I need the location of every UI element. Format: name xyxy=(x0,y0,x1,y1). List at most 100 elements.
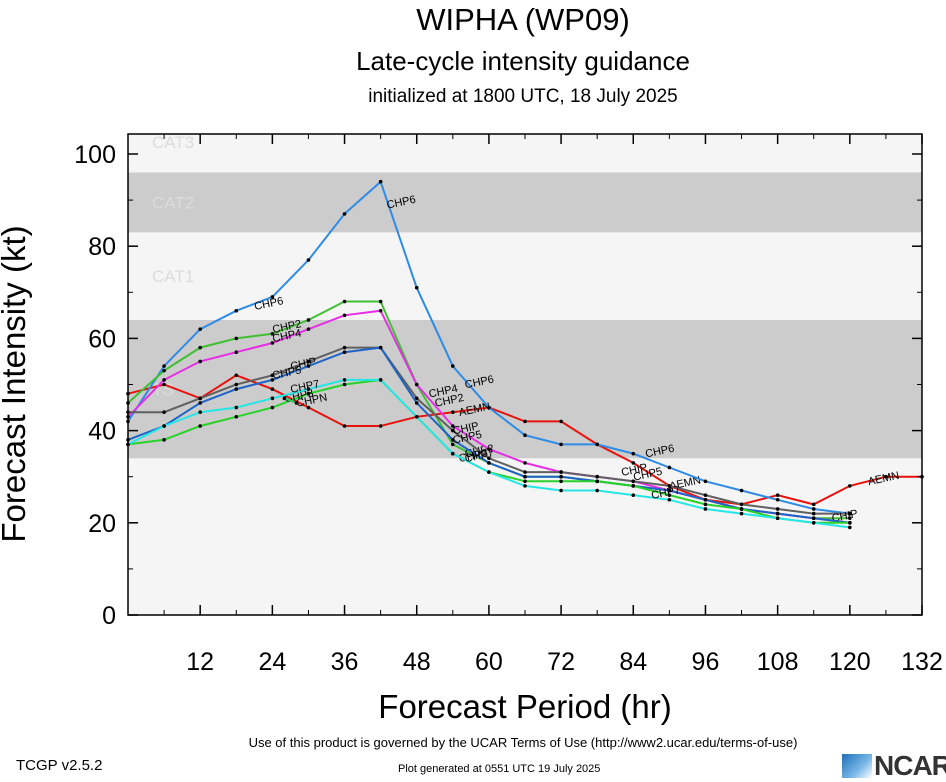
y-tick-label: 40 xyxy=(88,418,116,446)
data-point-aemn xyxy=(234,373,239,378)
data-point-chp6 xyxy=(595,442,599,447)
series-label-chp5: CHP5 xyxy=(271,364,302,382)
data-point-chp4 xyxy=(198,359,202,364)
data-point-chp7 xyxy=(559,488,563,493)
data-point-chip xyxy=(811,511,816,516)
series-label-chp7: CHP7 xyxy=(650,484,681,502)
data-point-chpn xyxy=(282,396,287,401)
terms-of-use[interactable]: Use of this product is governed by the U… xyxy=(248,735,798,750)
data-point-chpn xyxy=(294,401,299,405)
data-point-chp3 xyxy=(270,405,275,410)
version-label: TCGP v2.5.2 xyxy=(16,757,103,774)
data-point-chip xyxy=(198,396,202,401)
x-tick-label: 48 xyxy=(403,648,431,676)
data-point-aemn xyxy=(631,461,636,465)
data-point-chp7 xyxy=(414,414,419,419)
data-point-aemn xyxy=(523,419,527,424)
band-label-cat2: CAT2 xyxy=(152,193,194,212)
data-point-chp7 xyxy=(234,405,239,410)
series-label-chp4: CHP4 xyxy=(428,383,459,401)
data-point-chp3 xyxy=(198,424,202,428)
data-point-chp4 xyxy=(451,424,455,428)
data-point-chip xyxy=(631,479,636,484)
series-label-chp7: CHP7 xyxy=(464,447,495,465)
data-point-chip xyxy=(595,474,599,479)
data-point-aemn xyxy=(162,382,166,387)
data-point-chp3 xyxy=(631,484,636,488)
band-label-ts: TS xyxy=(152,380,174,399)
data-point-chp5 xyxy=(487,461,491,465)
data-point-chip xyxy=(342,345,347,350)
data-point-chip xyxy=(270,373,275,378)
y-axis-label: Forecast Intensity (kt) xyxy=(0,225,32,543)
band-ts xyxy=(128,319,922,459)
band-label-cat3: CAT3 xyxy=(152,133,194,152)
data-point-chp2 xyxy=(451,442,455,447)
data-point-chp3 xyxy=(234,414,239,419)
data-point-chp5 xyxy=(306,364,311,368)
data-point-chp5 xyxy=(270,378,275,382)
data-point-chp5 xyxy=(378,345,383,350)
data-point-chp3 xyxy=(162,438,166,442)
x-tick-label: 72 xyxy=(547,648,575,676)
data-point-chp4 xyxy=(378,308,383,313)
chart-subtitle: Late-cycle intensity guidance xyxy=(356,46,690,76)
data-point-aemn xyxy=(811,502,816,507)
x-tick-label: 60 xyxy=(475,648,503,676)
data-point-chip xyxy=(848,511,852,516)
series-label-chp5: CHP5 xyxy=(632,466,663,484)
data-point-chp2 xyxy=(162,368,166,373)
data-point-aemn xyxy=(775,493,780,497)
data-point-chp6 xyxy=(378,179,383,184)
x-tick-label: 108 xyxy=(757,648,799,676)
series-label-chp2: CHP2 xyxy=(271,318,302,336)
data-point-chp5 xyxy=(811,516,816,520)
series-chp6: CHP6 CHP6 CHP6 CHP6 xyxy=(126,179,852,516)
data-point-chip xyxy=(667,484,672,488)
data-point-chp2 xyxy=(234,336,239,341)
data-point-chp6 xyxy=(234,308,239,313)
data-point-chp6 xyxy=(739,488,744,493)
intensity-bands: TS CAT1 CAT2 CAT3 xyxy=(128,133,922,615)
data-point-chp6 xyxy=(270,295,275,299)
data-point-chp2 xyxy=(848,516,852,520)
band-label-cat1: CAT1 xyxy=(152,267,194,286)
data-point-chip xyxy=(775,507,780,511)
data-point-chip xyxy=(414,396,419,401)
series-label-chp7: CHP7 xyxy=(289,378,320,396)
series-label-chp2: CHP2 xyxy=(434,392,465,410)
series-label-chp4: CHP4 xyxy=(271,327,302,345)
data-point-chp6 xyxy=(451,364,455,368)
data-point-aemn xyxy=(270,387,275,391)
data-point-chp6 xyxy=(703,479,708,484)
data-point-chp7 xyxy=(487,470,491,474)
y-tick-label: 20 xyxy=(88,510,116,538)
data-point-aemn xyxy=(559,419,563,424)
data-point-chp3 xyxy=(848,521,852,525)
data-point-aemn xyxy=(378,424,383,428)
x-tick-label: 132 xyxy=(901,648,943,676)
data-point-chp2 xyxy=(270,331,275,336)
data-point-chp2 xyxy=(378,299,383,304)
data-point-chp4 xyxy=(342,313,347,318)
data-point-chp6 xyxy=(631,451,636,456)
data-point-chp5 xyxy=(523,474,527,479)
data-point-chip xyxy=(306,359,311,364)
data-point-aemn xyxy=(306,405,311,410)
data-point-chip xyxy=(234,382,239,387)
series-label-chip: CHIP xyxy=(289,356,317,373)
series-label-chp6: CHP6 xyxy=(253,295,284,313)
data-point-chp3 xyxy=(667,493,672,497)
data-point-aemn xyxy=(884,474,888,479)
data-point-chip xyxy=(739,502,744,507)
x-axis-label: Forecast Period (hr) xyxy=(378,688,672,725)
axes: 0 20 40 60 80 100 12 24 36 48 60 72 84 96 108 120 132 xyxy=(74,133,943,676)
data-point-chp7 xyxy=(703,507,708,511)
y-tick-label: 100 xyxy=(74,141,116,169)
data-point-chp7 xyxy=(270,396,275,401)
y-tick-label: 80 xyxy=(88,233,116,261)
data-point-chp4 xyxy=(414,382,419,387)
band-cat3 xyxy=(128,134,922,173)
data-point-chp3 xyxy=(306,391,311,396)
